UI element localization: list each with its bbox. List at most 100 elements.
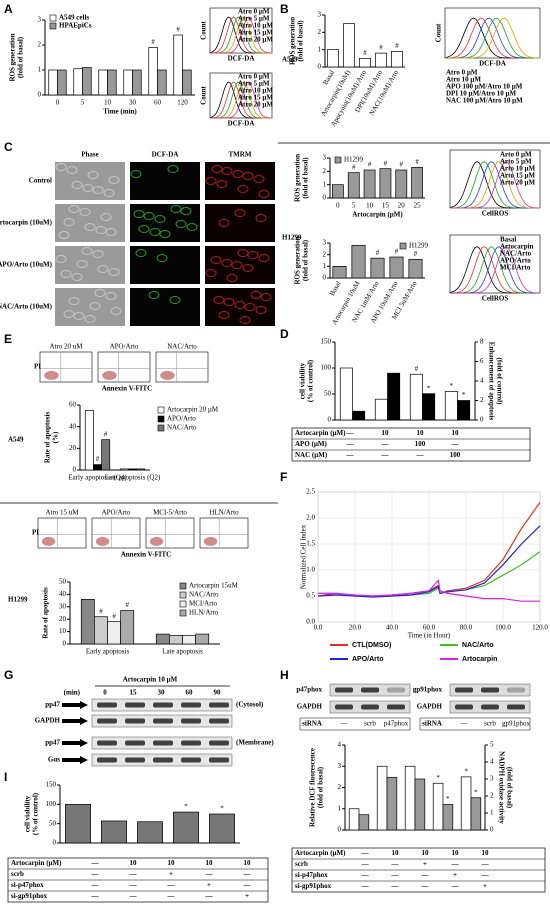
y-axis-label: Normalized Cell Index [300,524,308,589]
bar [386,776,398,831]
bar [120,610,135,645]
bar [94,616,108,645]
y-tick-label: 0 [53,839,57,847]
bar [343,23,355,68]
cell [95,226,107,234]
legend-swatch [157,415,165,423]
cell [154,215,166,223]
cell [258,254,270,262]
flow-legend: APO/Arto [500,257,531,265]
y-axis-label: (fold of basal) [297,20,305,62]
histogram-curve [450,246,541,294]
y-tick-label: 4 [338,741,342,749]
cell [84,315,96,323]
table-row-label: scrb [11,870,24,878]
table-row-label: si-gp91phox [295,882,332,890]
legend-swatch [157,424,165,432]
y2-tick-label: 0 [490,826,494,834]
flow-x-label: DCF-DA [479,60,506,68]
table-cell: + [423,860,427,868]
legend-label: NAC/Arto [189,591,219,599]
x-tick-label: 0.0 [314,624,323,632]
y-tick-label: 40 [69,422,77,430]
plot-title: MCI-5/Arto [153,509,187,517]
cell [71,181,83,189]
band [361,687,379,693]
cell [223,298,235,306]
legend-swatch [179,591,187,599]
y-axis-label: (fold of basal) [317,766,325,808]
legend-swatch [179,600,187,608]
flow-frame [209,72,273,119]
significance: * [184,803,188,811]
y-axis-label: (%) [52,431,60,443]
cell-line: H1299 [282,234,302,242]
cell [92,186,104,194]
table-row-label: si-gp91phox [11,892,48,900]
panel-letter: F [280,470,287,484]
legend-swatch [179,609,187,617]
y-tick-label: 0 [338,826,342,834]
table-cell: — [205,870,214,878]
cell [218,311,230,319]
bar [422,393,436,421]
histogram-curve [445,17,541,59]
y-axis-label: (fold of basal) [17,36,25,78]
bar [470,797,482,831]
table-cell: 10 [130,859,138,867]
cell [226,274,238,282]
arrow [62,717,88,725]
cell [66,166,78,174]
cell [159,230,171,238]
table-frame [291,427,531,462]
y-tick-label: 100 [46,800,57,808]
y-tick-label: 60 [69,401,77,409]
cell [205,177,217,185]
cell-cloud [102,370,117,380]
x-tick-label: Early apoptosis [86,648,130,656]
legend-label: MCI/Arto [189,600,218,608]
x-tick-label: 100.0 [495,624,511,632]
band [507,687,525,693]
micrograph [205,246,275,284]
table-cell: — [391,882,400,890]
band [153,757,173,763]
legend-swatch [49,22,57,30]
band [387,704,405,710]
row-label: Artocarpin (10uM) [0,219,53,227]
bar [182,634,196,645]
significance: # [414,250,418,258]
cell [234,209,246,217]
significance: # [400,161,404,169]
y2-tick-label: 4 [480,377,484,385]
table-cell: — [129,892,138,900]
table-cell: — [451,860,460,868]
cell [237,185,249,193]
bar [48,69,58,96]
significance: * [462,391,466,399]
legend-label: Artocarpin 20 µM [167,406,219,414]
bar [348,808,360,831]
table-cell: — [91,870,100,878]
flow-legend: Arto 10 µM [500,165,536,173]
flow-legend: Arto 5 µM [500,158,532,166]
x-axis-label: Time (in Hour) [408,632,451,640]
bar [101,439,111,471]
y-axis-label: Relative DCF fluorescence [309,748,317,827]
significance: # [125,601,129,609]
micrograph [130,204,200,242]
bar [358,814,370,831]
cell [244,303,256,311]
x-tick-label: 60.0 [423,624,436,632]
plot-title: APO/Arto [110,343,139,351]
band [481,704,499,710]
bar [82,67,92,96]
bar [351,244,366,279]
bar [73,68,83,96]
bar [432,782,444,831]
time: 15 [130,689,138,697]
flow-y-label: PI [34,363,41,371]
y-tick-label: 0 [328,416,332,424]
y-tick-label: 0 [323,274,327,282]
table-row-label: NAC (µM) [295,451,328,459]
